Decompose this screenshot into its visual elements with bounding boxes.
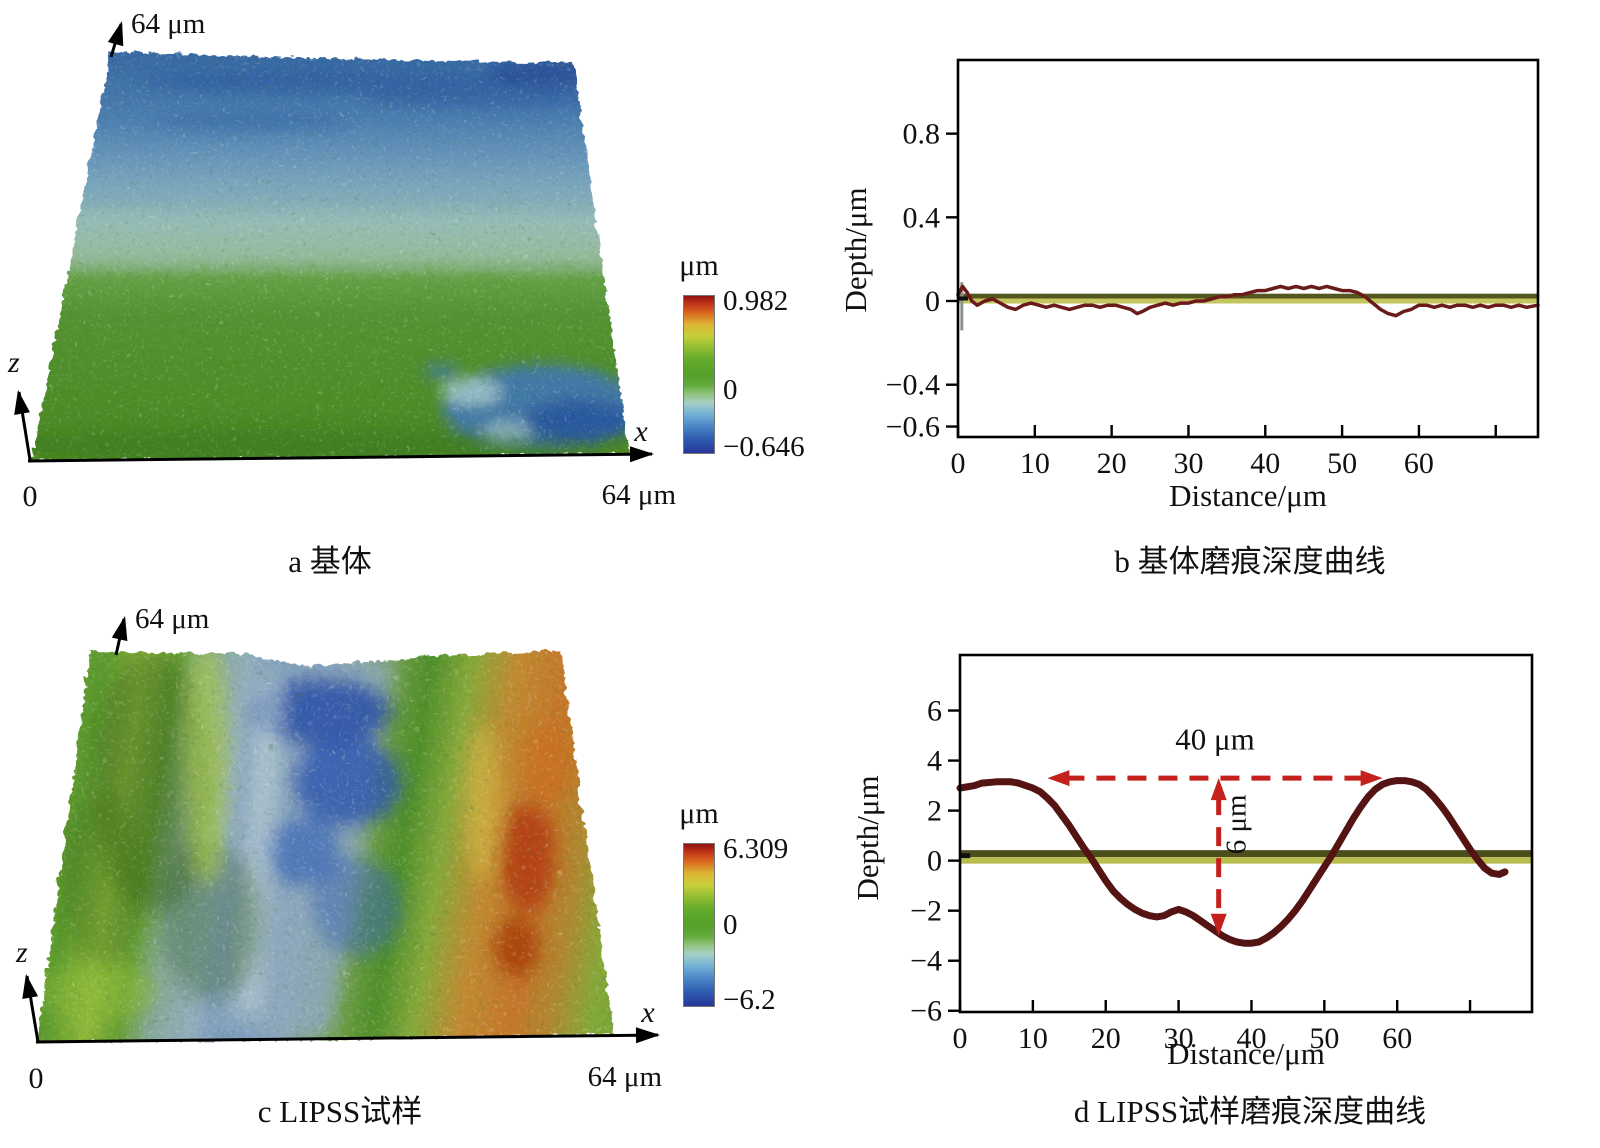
surface-c-top-scale: 64 μm: [135, 603, 210, 635]
arrowhead-icon: [1210, 913, 1227, 936]
arrowhead-icon: [1360, 770, 1383, 787]
x-tick-label: 10: [1018, 1022, 1048, 1055]
colorbar-gradient: [683, 843, 715, 1007]
surface-c-body: [35, 648, 612, 1040]
x-tick-label: 0: [951, 447, 966, 480]
x-tick-label: 50: [1327, 447, 1357, 480]
baseline-band: [958, 298, 1538, 304]
y-axis-title: Depth/μm: [840, 187, 873, 312]
width-annotation-label: 40 μm: [1175, 721, 1254, 756]
x-arrowhead-icon: [629, 446, 654, 463]
y-tick-label: −0.4: [886, 369, 940, 402]
arrowhead-icon: [1047, 770, 1070, 787]
colorbar-a-max: 0.982: [723, 285, 789, 317]
caption-panel-d: d LIPSS试样磨痕深度曲线: [1073, 1094, 1427, 1129]
x-axis-title: Distance/μm: [1167, 1036, 1325, 1071]
y-tick-label: −0.6: [886, 411, 940, 444]
x-arrowhead-icon: [635, 1027, 660, 1044]
x-axis-title: Distance/μm: [1169, 478, 1327, 513]
x-tick-label: 60: [1382, 1022, 1412, 1055]
x-tick-label: 50: [1309, 1022, 1339, 1055]
surface-c-x-label: x: [640, 996, 655, 1029]
y-tick-label: −4: [910, 945, 942, 978]
x-tick-label: 40: [1236, 1022, 1266, 1055]
surface-a-z-label: z: [7, 346, 20, 379]
surface-map-a: 64 μm z x 0 64 μm: [7, 8, 677, 513]
plot-frame: [956, 58, 1540, 439]
profile-curve: [956, 284, 1540, 318]
surface-a-body: [30, 50, 627, 458]
colorbar-c: μm 6.309 0 −6.2: [679, 797, 843, 1016]
y-tick-label: 0.8: [903, 118, 941, 151]
baseline-band: [958, 293, 1538, 299]
surface-a-peak-spot: [30, 298, 44, 312]
x-tick-label: 10: [1020, 447, 1050, 480]
colorbar-a: μm 0.982 0 −0.646: [679, 249, 843, 463]
surface-a-arrowheads: [14, 21, 654, 463]
surface-c-arrowheads: [22, 616, 660, 1044]
colorbar-c-min: −6.2: [723, 984, 776, 1016]
y-arrowhead-icon: [111, 616, 128, 642]
colorbar-c-title: μm: [679, 797, 719, 830]
colorbar-a-min: −0.646: [723, 431, 805, 463]
surface-a-top-scale: 64 μm: [131, 8, 206, 40]
y-axis-title: Depth/μm: [850, 775, 885, 900]
arrowhead-icon: [1210, 778, 1227, 801]
x-tick-label: 30: [1173, 447, 1203, 480]
wear-depth-chart-b: 0.8 0.4 0 −0.4 −0.6 0 10 20 30 40 50 60 Distance/μm D…: [840, 58, 1540, 513]
y-tick-label: 4: [927, 745, 942, 778]
y-tick-label: 6: [927, 695, 942, 728]
y-tick-label: 0: [925, 285, 940, 318]
caption-panel-c: c LIPSS试样: [257, 1094, 423, 1129]
profile-curve: [956, 777, 1509, 947]
y-tick-label: 0.4: [903, 201, 941, 234]
surface-c-x-end: 64 μm: [588, 1061, 663, 1093]
x-tick-label: 20: [1091, 1022, 1121, 1055]
colorbar-c-zero: 0: [723, 909, 738, 941]
x-tick-label: 30: [1164, 1022, 1194, 1055]
baseline-band: [960, 850, 1532, 858]
baseline-band: [960, 857, 1532, 864]
caption-panel-b: b 基体磨痕深度曲线: [1114, 544, 1386, 579]
surface-c-origin: 0: [29, 1062, 44, 1095]
surface-c-z-label: z: [15, 936, 28, 969]
y-tick-label: 2: [927, 795, 942, 828]
surface-a-origin: 0: [23, 480, 38, 513]
x-tick-label: 60: [1404, 447, 1434, 480]
colorbar-a-title: μm: [679, 249, 719, 282]
x-tick-label: 20: [1097, 447, 1127, 480]
z-arrowhead-icon: [14, 390, 30, 416]
depth-annotation-label: 6 μm: [1221, 794, 1253, 854]
colorbar-c-max: 6.309: [723, 833, 789, 865]
surface-a-x-label: x: [633, 415, 648, 448]
colorbar-a-zero: 0: [723, 374, 738, 407]
y-tick-label: −6: [910, 995, 942, 1028]
x-tick-label: 40: [1250, 447, 1280, 480]
y-arrowhead-icon: [107, 21, 124, 47]
x-tick-label: 0: [953, 1022, 968, 1055]
y-tick-label: −2: [910, 895, 942, 928]
surface-map-c: 64 μm z x 0 64 μm: [15, 603, 663, 1095]
plot-frame: [958, 653, 1534, 1014]
colorbar-gradient: [683, 295, 715, 454]
caption-panel-a: a 基体: [288, 544, 372, 579]
y-tick-label: 0: [927, 845, 942, 878]
z-arrowhead-icon: [22, 974, 39, 1000]
surface-a-x-end: 64 μm: [602, 479, 677, 511]
